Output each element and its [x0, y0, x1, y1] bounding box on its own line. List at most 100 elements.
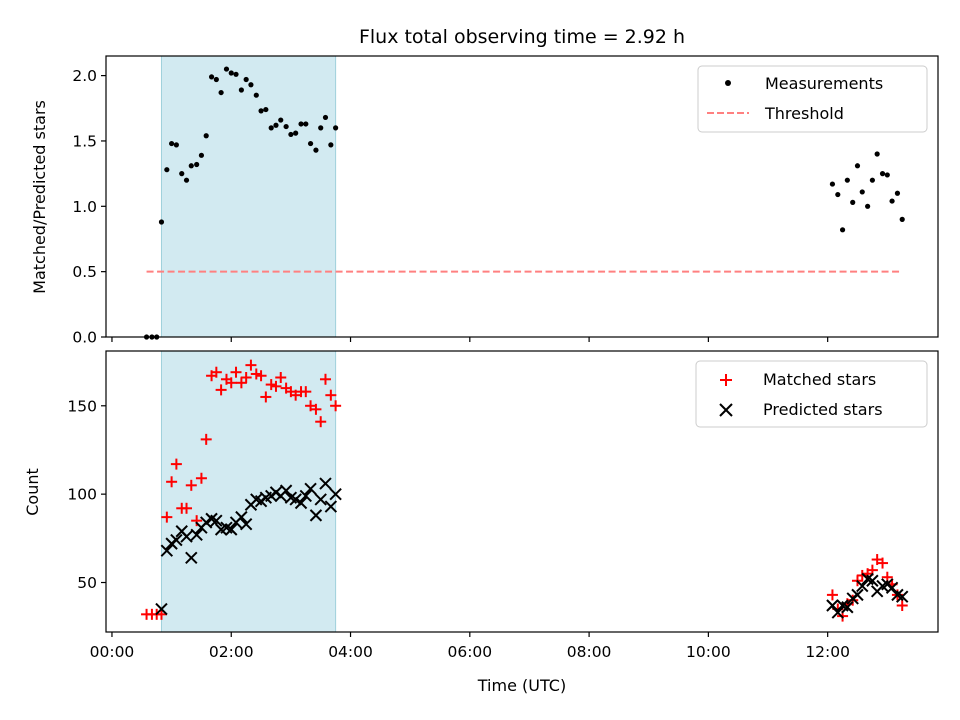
- matched-star-marker: [235, 377, 247, 389]
- measurement-point: [263, 106, 269, 113]
- measurement-point: [283, 123, 289, 130]
- predicted-star-marker: [235, 510, 248, 524]
- predicted-star-marker: [299, 489, 313, 503]
- measurement-point: [874, 151, 880, 157]
- matched-star-marker: [877, 557, 889, 569]
- legend-measurements-marker: [725, 80, 731, 86]
- x-tick-label: 04:00: [328, 643, 373, 661]
- predicted-star-marker: [319, 477, 332, 490]
- chart-title: Flux total observing time = 2.92 h: [359, 26, 685, 48]
- matched-star-marker: [896, 599, 908, 611]
- top-y-ticks: 0.0 0.5 1.0 1.5 2.0: [72, 67, 106, 347]
- measurement-point: [253, 92, 259, 98]
- measurement-point: [203, 133, 209, 139]
- measurement-point: [228, 70, 234, 76]
- measurement-point: [188, 163, 194, 169]
- legend-predicted-label: Predicted stars: [763, 400, 883, 419]
- measurement-point: [173, 142, 179, 148]
- top-shaded-region: [160, 55, 337, 338]
- measurement-point: [213, 76, 219, 83]
- measurement-point: [223, 66, 230, 72]
- matched-star-marker: [300, 386, 312, 398]
- measurement-point: [183, 177, 190, 183]
- predicted-star-marker: [304, 482, 317, 496]
- bottom-x-ticks: 00:00 02:00 04:00 06:00 08:00 10:00 12:00: [90, 632, 850, 661]
- predicted-star-marker: [170, 533, 183, 547]
- matched-star-marker: [225, 377, 237, 389]
- matched-star-marker: [245, 359, 257, 371]
- matched-star-marker: [200, 433, 212, 445]
- matched-star-marker: [310, 403, 322, 415]
- predicted-star-marker: [279, 484, 293, 497]
- legend-threshold-label: Threshold: [764, 104, 844, 123]
- measurement-point: [307, 140, 314, 147]
- matched-star-marker: [826, 589, 838, 601]
- matched-star-marker: [210, 366, 222, 378]
- top-legend-box: [697, 65, 928, 133]
- measurement-point: [850, 199, 856, 205]
- y-tick-label: 150: [67, 397, 97, 415]
- predicted-star-marker: [160, 544, 174, 557]
- measurement-point: [158, 219, 165, 225]
- top-x-ticks: [111, 337, 829, 342]
- bottom-legend: Matched stars Predicted stars: [695, 360, 928, 428]
- matched-star-marker: [265, 379, 277, 391]
- measurement-point: [218, 89, 224, 96]
- y-tick-label: 2.0: [72, 67, 97, 85]
- matched-star-marker: [161, 511, 173, 523]
- top-axes-frame: [105, 55, 939, 338]
- matched-star-marker: [240, 372, 252, 384]
- measurement-point: [208, 74, 215, 80]
- measurement-point: [248, 82, 254, 88]
- measurement-point: [293, 130, 299, 136]
- measurement-points-layer: [143, 66, 905, 340]
- measurement-point: [298, 121, 304, 127]
- measurement-point: [164, 167, 170, 173]
- measurement-point: [889, 198, 895, 204]
- measurement-point: [829, 181, 836, 187]
- predicted-star-marker: [826, 599, 839, 612]
- matched-star-marker: [325, 389, 337, 401]
- measurement-point: [238, 87, 244, 93]
- matched-star-marker: [270, 380, 282, 392]
- bottom-y-axis-label: Count: [23, 468, 42, 516]
- x-tick-label: 00:00: [90, 643, 135, 661]
- predicted-star-marker: [324, 500, 338, 513]
- predicted-star-marker: [210, 514, 223, 527]
- measurement-point: [288, 131, 294, 138]
- matched-star-marker: [275, 372, 287, 384]
- matched-star-marker: [255, 370, 267, 382]
- y-tick-label: 1.5: [72, 132, 97, 150]
- matched-star-marker: [195, 472, 207, 484]
- x-axis-label: Time (UTC): [477, 676, 566, 695]
- measurement-point: [198, 152, 205, 158]
- top-legend: Measurements Threshold: [697, 65, 928, 133]
- measurement-point: [313, 147, 319, 153]
- y-tick-label: 50: [77, 574, 97, 592]
- measurement-point: [233, 71, 239, 77]
- bottom-y-ticks: 50 100 150: [67, 397, 106, 592]
- predicted-star-marker: [856, 579, 869, 593]
- predicted-star-marker: [896, 590, 909, 603]
- matched-star-marker: [319, 373, 331, 385]
- legend-measurements-label: Measurements: [765, 74, 883, 93]
- predicted-star-marker: [225, 523, 238, 536]
- legend-predicted-marker: [719, 403, 733, 417]
- measurement-point: [258, 108, 264, 114]
- shaded-observing-window: [160, 55, 337, 338]
- y-tick-label: 0.0: [72, 329, 97, 347]
- matched-star-marker: [330, 400, 342, 412]
- measurement-point: [865, 203, 871, 209]
- x-tick-label: 06:00: [447, 643, 492, 661]
- matched-star-marker: [260, 391, 272, 403]
- predicted-star-marker: [239, 517, 253, 531]
- y-tick-label: 1.0: [72, 198, 97, 216]
- x-tick-label: 08:00: [567, 643, 612, 661]
- matched-star-marker: [181, 502, 193, 514]
- predicted-star-marker: [329, 487, 342, 501]
- measurement-point: [869, 177, 875, 183]
- measurement-point: [318, 125, 324, 131]
- predicted-star-marker: [309, 509, 323, 522]
- matched-star-marker: [155, 608, 167, 620]
- predicted-star-marker: [155, 602, 168, 616]
